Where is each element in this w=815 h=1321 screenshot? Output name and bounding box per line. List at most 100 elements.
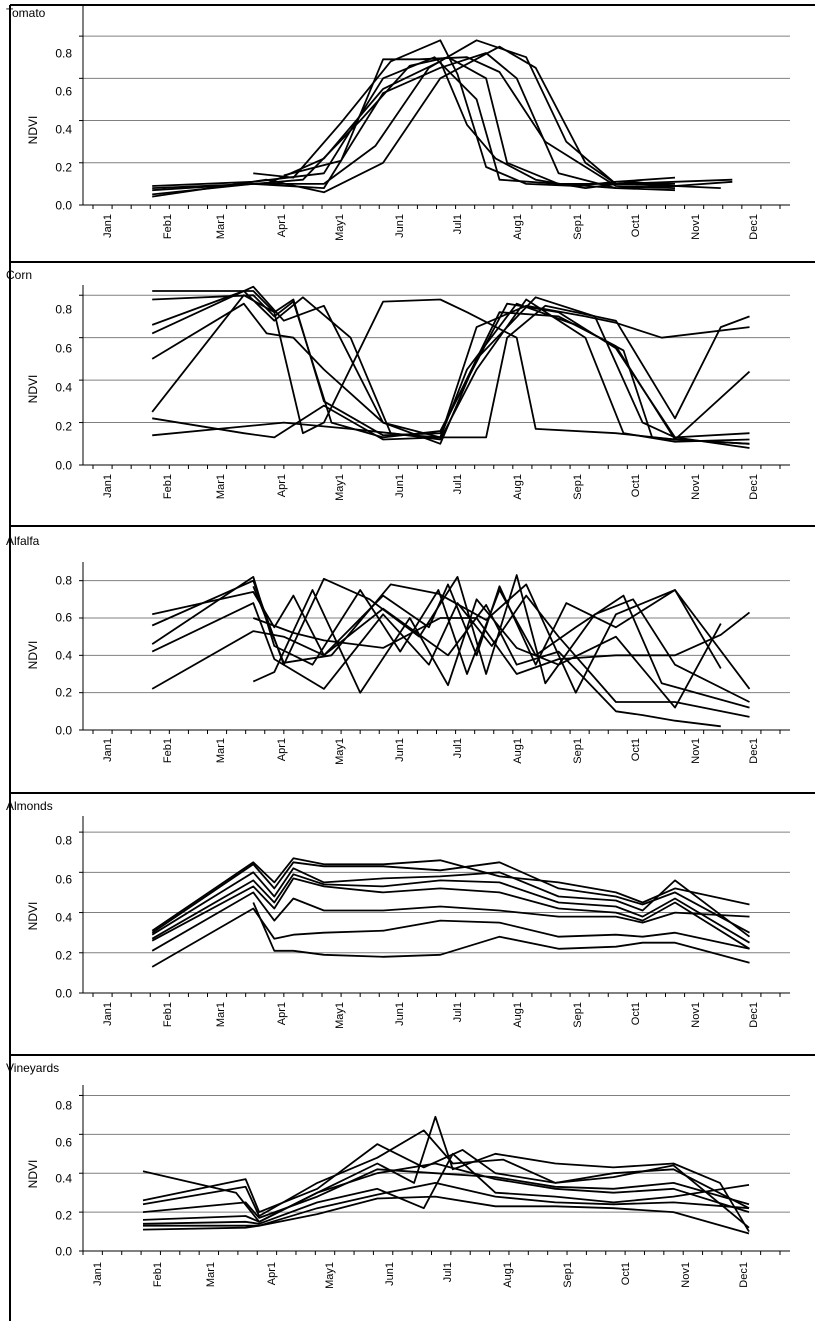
series-line: [142, 1162, 750, 1223]
x-tick-label: May1: [334, 738, 346, 765]
series-line: [252, 611, 751, 675]
x-tick-label: Dec1: [748, 738, 760, 764]
series-line: [151, 873, 750, 944]
series-line: [152, 583, 751, 690]
x-tick-label: Nov1: [690, 1002, 702, 1028]
series-line: [152, 39, 675, 189]
x-tick-label: Dec1: [748, 1002, 760, 1028]
x-tick-label: Oct1: [630, 474, 642, 497]
x-tick-label: Aug1: [512, 1002, 524, 1028]
x-tick-label: Feb1: [162, 1002, 174, 1027]
x-tick-label: Jan1: [102, 214, 114, 238]
x-tick-label: Jul1: [442, 1262, 454, 1282]
series-line: [151, 576, 750, 709]
chart-title: Tomato: [6, 6, 46, 20]
y-tick-label: 0.6: [55, 342, 72, 356]
y-tick-label: 0.0: [55, 199, 72, 213]
y-tick-label: 0.6: [55, 1136, 72, 1150]
series-line: [142, 1168, 750, 1219]
x-tick-label: Sep1: [562, 1262, 574, 1288]
chart-title: Corn: [6, 268, 32, 282]
series-line: [151, 294, 751, 441]
x-tick-label: Jun1: [394, 214, 406, 238]
series-line: [151, 907, 750, 968]
x-tick-label: Oct1: [620, 1262, 632, 1285]
panel-almonds: Almonds NDVI 0.0 0.2 0.4 0.6 0.8 Jan1 Fe…: [6, 799, 760, 1029]
y-axis-label: NDVI: [26, 116, 40, 145]
x-tick-label: Feb1: [152, 1262, 164, 1287]
series-line: [151, 857, 750, 932]
x-tick-label: Aug1: [502, 1262, 514, 1288]
x-tick-label: Sep1: [572, 474, 584, 500]
x-tick-label: Jan1: [102, 474, 114, 498]
x-tick-label: May1: [334, 474, 346, 501]
series-line: [152, 56, 721, 192]
y-tick-label: 0.4: [55, 1172, 72, 1186]
chart-title: Alfalfa: [6, 534, 40, 548]
x-tick-label: Feb1: [162, 738, 174, 763]
y-axis-label: NDVI: [26, 902, 40, 931]
chart-plot-corn: [9, 261, 815, 526]
x-tick-label: Mar1: [205, 1262, 217, 1287]
chart-plot-almonds: [9, 792, 815, 1055]
series-line: [252, 583, 722, 694]
y-tick-label: 0.0: [55, 459, 72, 473]
x-tick-label: Mar1: [215, 738, 227, 763]
chart-plot-vineyards: [9, 1054, 815, 1321]
series-line: [253, 39, 676, 187]
y-tick-label: 0.0: [55, 987, 72, 1001]
series-line: [152, 294, 750, 449]
y-tick-label: 0.4: [55, 911, 72, 925]
x-tick-label: Jun1: [394, 474, 406, 498]
x-tick-label: Aug1: [512, 738, 524, 764]
x-tick-label: Jul1: [452, 474, 464, 494]
x-tick-label: Oct1: [630, 1002, 642, 1025]
x-tick-label: Apr1: [266, 1262, 278, 1285]
x-tick-label: Oct1: [630, 738, 642, 761]
x-tick-label: Apr1: [276, 738, 288, 761]
y-axis-label: NDVI: [26, 1160, 40, 1189]
y-tick-label: 0.6: [55, 873, 72, 887]
x-tick-label: Jun1: [384, 1262, 396, 1286]
x-tick-label: Dec1: [748, 214, 760, 240]
x-tick-label: Nov1: [690, 474, 702, 500]
series-line: [142, 1143, 750, 1229]
series-line: [252, 589, 722, 709]
x-tick-label: Apr1: [276, 214, 288, 237]
series-line: [151, 296, 750, 445]
series-line: [152, 304, 750, 439]
x-tick-label: Mar1: [215, 474, 227, 499]
chart-plot-tomato: [9, 4, 815, 262]
y-tick-label: 0.6: [55, 611, 72, 625]
x-tick-label: Sep1: [572, 1002, 584, 1028]
x-tick-label: Sep1: [572, 214, 584, 240]
series-line: [152, 304, 750, 441]
x-tick-label: Nov1: [690, 214, 702, 240]
x-tick-label: Dec1: [738, 1262, 750, 1288]
x-tick-label: Feb1: [162, 214, 174, 239]
x-tick-label: Jul1: [452, 1002, 464, 1022]
y-tick-label: 0.8: [55, 834, 72, 848]
x-tick-label: Jun1: [394, 1002, 406, 1026]
series-line: [151, 594, 750, 718]
series-line: [283, 56, 676, 189]
series-line: [151, 877, 750, 950]
series-line: [151, 867, 751, 938]
y-tick-label: 0.6: [55, 85, 72, 99]
y-tick-label: 0.2: [55, 161, 72, 175]
x-tick-label: Dec1: [748, 474, 760, 500]
series-line: [151, 861, 750, 934]
x-tick-label: Aug1: [512, 474, 524, 500]
x-tick-label: Jan1: [102, 1002, 114, 1026]
x-tick-label: Nov1: [680, 1262, 692, 1288]
x-tick-label: Apr1: [276, 1002, 288, 1025]
chart-title: Vineyards: [6, 1061, 59, 1075]
series-line: [266, 60, 676, 190]
x-tick-label: May1: [324, 1262, 336, 1289]
y-tick-label: 0.0: [55, 1245, 72, 1259]
y-axis-label: NDVI: [26, 641, 40, 670]
y-tick-label: 0.2: [55, 686, 72, 700]
series-line: [151, 604, 721, 728]
series-line: [142, 1195, 750, 1235]
